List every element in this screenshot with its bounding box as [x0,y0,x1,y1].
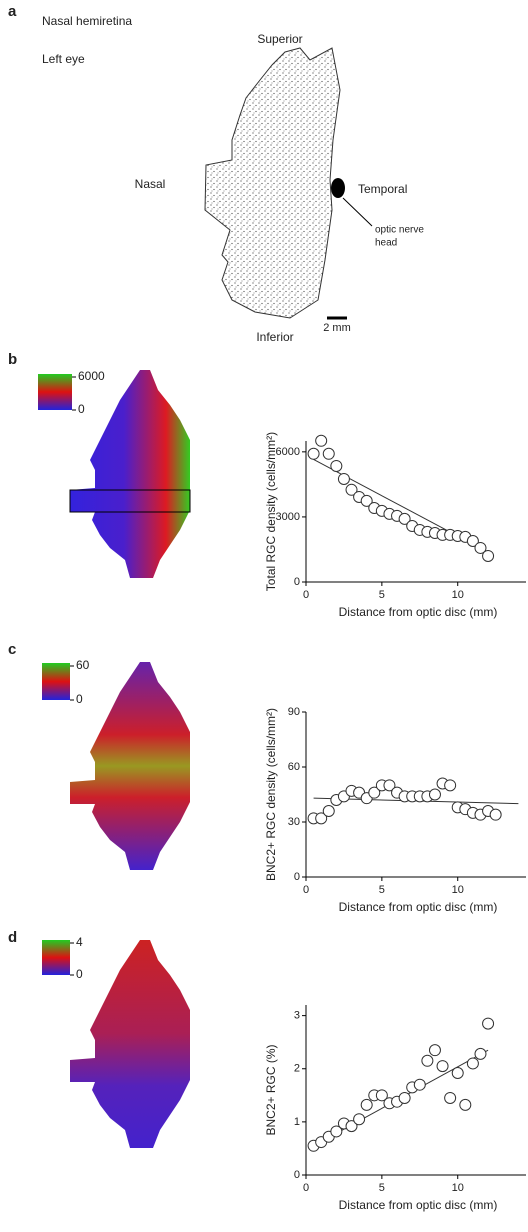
point [353,1113,366,1126]
x-tick-label: 0 [303,884,309,896]
title: Nasal hemiretina [42,14,132,28]
point [482,549,495,562]
y-tick-label: 6000 [276,446,300,458]
point [307,447,320,460]
x-tick-label: 5 [379,589,385,601]
x-tick-label: 10 [452,884,464,896]
x-tick-label: 10 [452,589,464,601]
point [444,1091,457,1104]
colorbar [42,940,70,975]
temporal: Temporal [358,182,407,196]
panel-label: c [8,641,16,658]
y-tick-label: 0 [294,871,300,883]
retina-heatmap [70,662,190,870]
point [428,788,441,801]
retina-drawing [204,47,341,319]
panel-label: a [8,3,17,20]
nasal: Nasal [135,177,166,191]
panel-label: b [8,351,17,368]
x-tick-label: 5 [379,884,385,896]
colorbar-label: 6000 [78,369,105,383]
x-tick-label: 10 [452,1182,464,1194]
colorbar-label: 0 [76,967,83,981]
point [474,541,487,554]
point [398,512,411,525]
point [345,1120,358,1133]
onh-label: optic nerve [375,225,424,236]
point [375,1089,388,1102]
y-tick-label: 2 [294,1063,300,1075]
point [315,434,328,447]
sample-band [69,489,191,513]
y-axis-label: BNC2+ RGC density (cells/mm²) [264,708,278,881]
point [474,1047,487,1060]
point [451,1067,464,1079]
y-tick-label: 1 [294,1116,300,1128]
y-tick-label: 90 [288,706,300,718]
y-tick-label: 3000 [276,511,300,523]
point [413,1078,426,1091]
x-tick-label: 0 [303,1182,309,1194]
x-axis-label: Distance from optic disc (mm) [339,900,498,914]
x-axis-label: Distance from optic disc (mm) [339,1198,498,1212]
pointer [342,197,373,227]
point [489,808,502,821]
x-axis-label: Distance from optic disc (mm) [339,605,498,619]
y-axis-label: Total RGC density (cells/mm²) [264,432,278,591]
y-axis-label: BNC2+ RGC (%) [264,1044,278,1135]
subtitle: Left eye [42,52,85,66]
y-tick-label: 3 [294,1010,300,1022]
panel-label: d [8,929,17,946]
colorbar-label: 0 [78,402,85,416]
point [398,1091,411,1104]
point [322,447,335,460]
optic-nerve-head [331,178,345,198]
point [436,1060,449,1073]
point [368,786,381,799]
colorbar [42,663,70,700]
retina-heatmap [70,370,190,578]
point [444,779,457,792]
point [482,1017,495,1030]
y-tick-label: 0 [294,1169,300,1181]
y-tick-label: 30 [288,816,300,828]
superior: Superior [257,32,302,46]
x-tick-label: 0 [303,589,309,601]
onh-label: head [375,238,397,249]
retina-heatmap [70,940,190,1148]
colorbar-label: 4 [76,935,83,949]
point [345,483,358,496]
point [421,1054,434,1067]
point [459,1098,472,1111]
colorbar [38,374,72,410]
point [360,494,373,507]
colorbar-label: 0 [76,692,83,706]
point [330,1125,343,1138]
colorbar-label: 60 [76,658,90,672]
point [337,472,350,485]
point [330,459,343,472]
scale-bar-label: 2 mm [323,322,351,334]
point [360,1098,373,1111]
x-tick-label: 5 [379,1182,385,1194]
point [383,779,396,792]
inferior: Inferior [256,330,293,344]
point [322,805,335,817]
y-tick-label: 0 [294,576,300,588]
point [466,1057,479,1070]
panel-a: a Nasal hemiretina Left eye Superior Nas… [8,3,424,344]
point [466,535,479,548]
y-tick-label: 60 [288,761,300,773]
point [428,1044,441,1057]
point [315,812,328,825]
